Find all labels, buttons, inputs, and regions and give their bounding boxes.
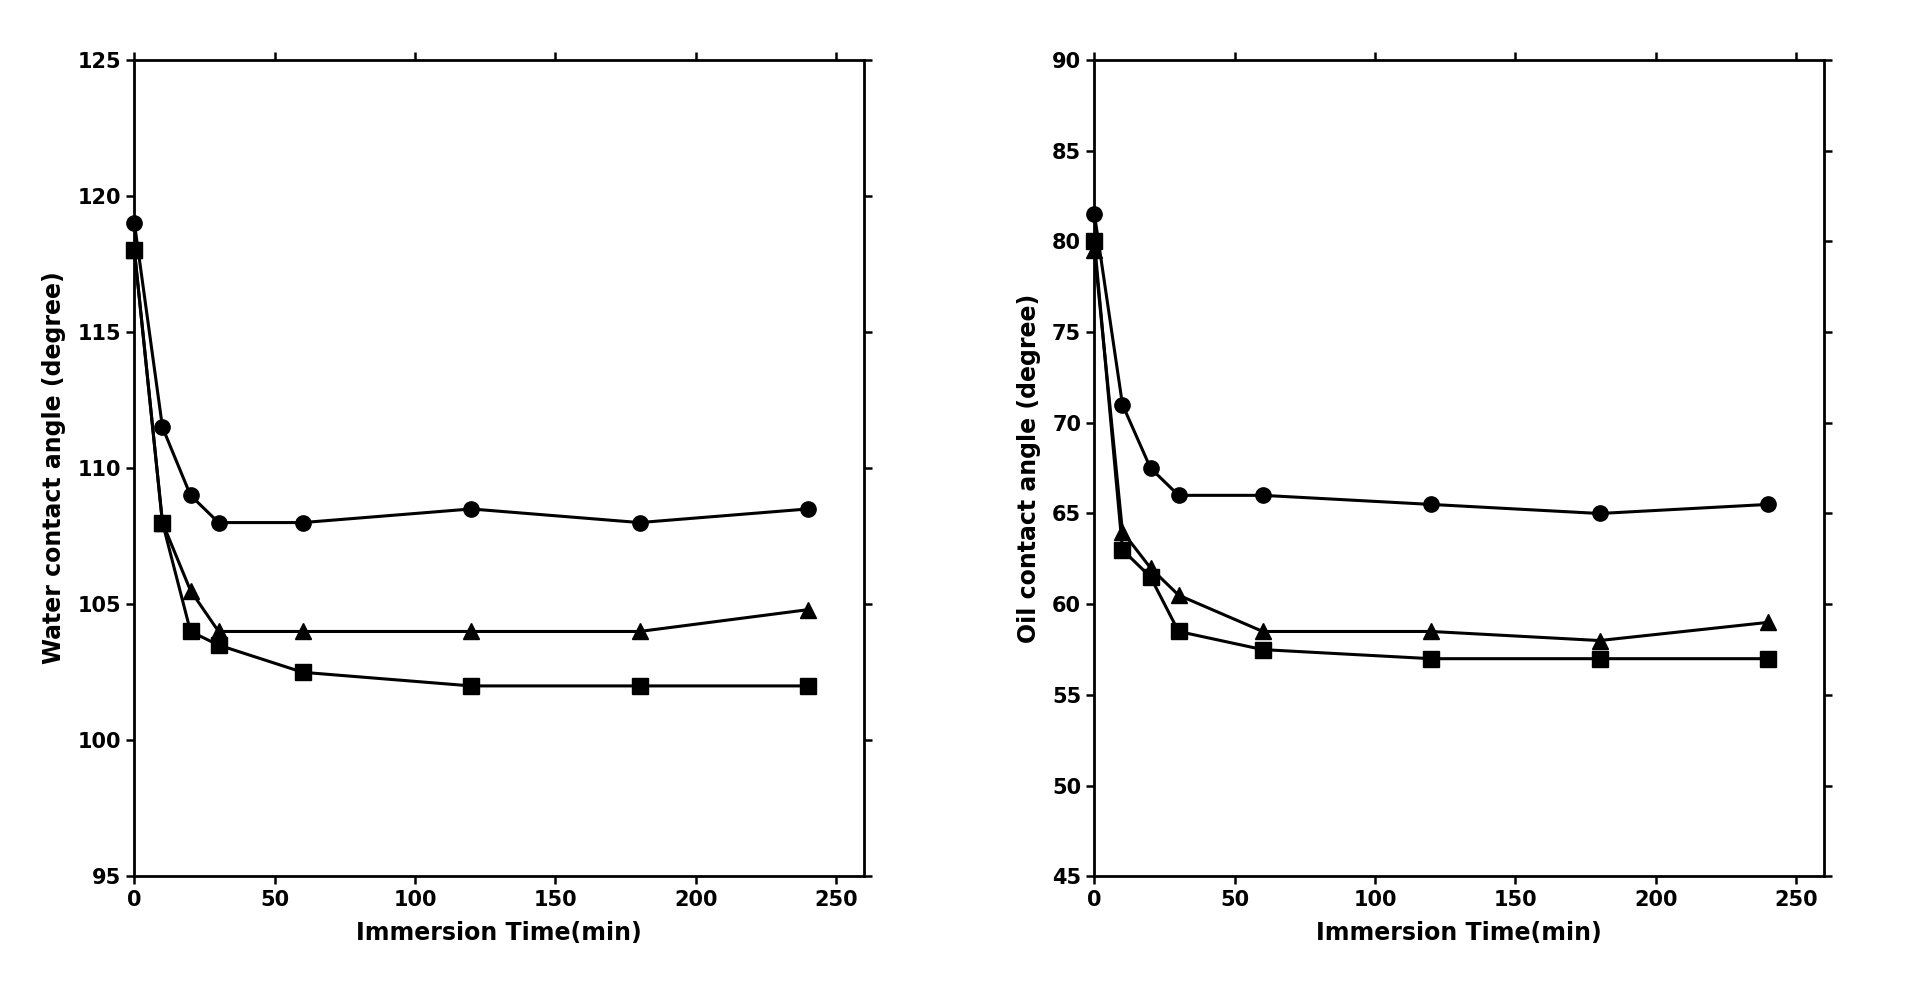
X-axis label: Immersion Time(min): Immersion Time(min) <box>1317 920 1601 945</box>
Y-axis label: Oil contact angle (degree): Oil contact angle (degree) <box>1018 294 1041 642</box>
Y-axis label: Water contact angle (degree): Water contact angle (degree) <box>42 272 67 664</box>
X-axis label: Immersion Time(min): Immersion Time(min) <box>357 920 641 945</box>
